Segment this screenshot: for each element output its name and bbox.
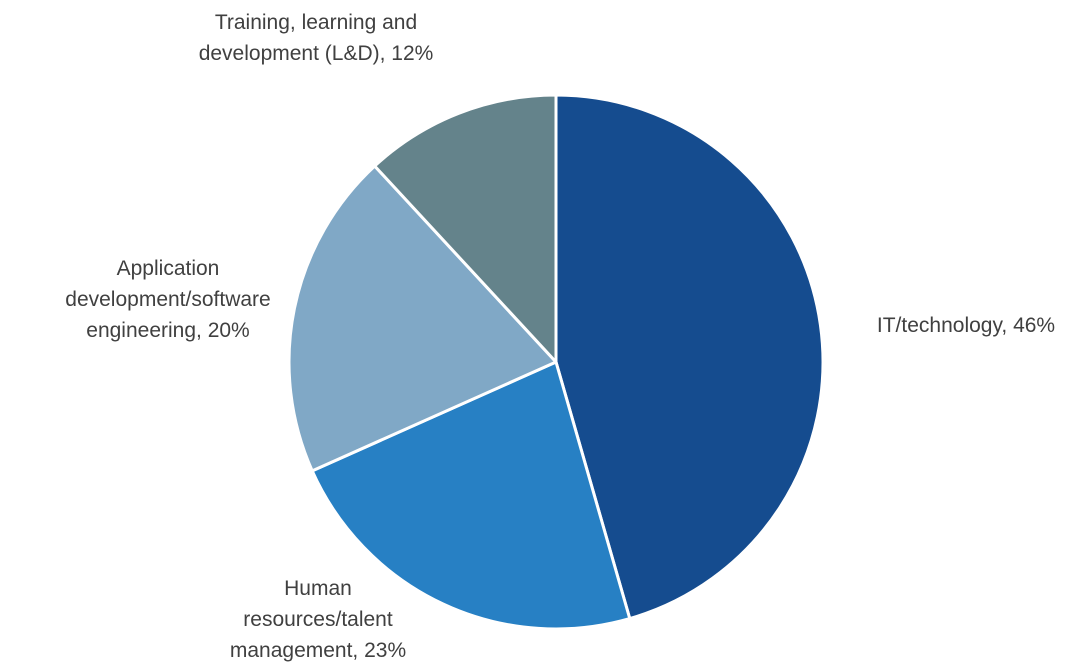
data-label: IT/technology, 46% <box>876 314 1056 337</box>
pie-slice <box>310 360 632 631</box>
data-label: Application development/software enginee… <box>65 257 271 342</box>
data-label: Human resources/talent management, 23% <box>229 577 407 662</box>
data-label: Training, learning and development (L&D)… <box>198 11 434 65</box>
pie-slice <box>554 93 825 621</box>
pie-slice <box>287 164 558 473</box>
pie-slice <box>373 93 558 364</box>
